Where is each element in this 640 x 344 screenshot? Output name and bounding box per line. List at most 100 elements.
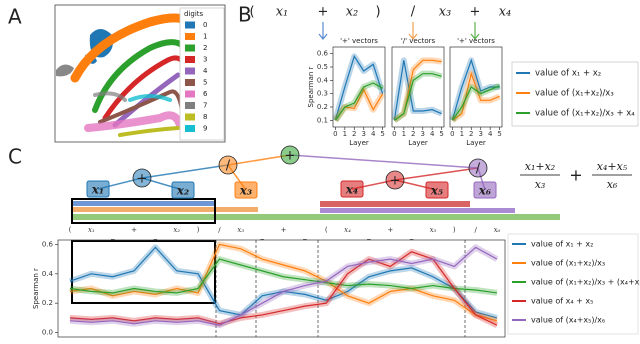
tree-label: + (390, 174, 401, 189)
x-tick-label: 2 (469, 130, 473, 138)
subplot-title: '+' vectors (457, 37, 495, 45)
tree-label: x₃ (239, 184, 252, 198)
x-tick-label: 0 (333, 130, 337, 138)
y-tick-label: 0.4 (42, 270, 54, 278)
plot-frame (332, 46, 386, 128)
legend-label: value of (x₁+x₂)/x₃ (535, 89, 614, 99)
x-tick-label: 2 (411, 130, 415, 138)
y-tick-label: 0.2 (317, 103, 328, 111)
expression-token: x₃ (439, 5, 452, 20)
token-label: _ (110, 232, 115, 240)
expression-token: ( (249, 5, 254, 20)
tree-leaf (473, 181, 497, 199)
x-tick-label: 3 (420, 130, 424, 138)
panel-c-bars (71, 198, 560, 224)
token-label: _ (153, 232, 158, 240)
series-line (452, 71, 500, 121)
expression-token: x₁ (276, 5, 289, 20)
x-tick-label: 1 (343, 130, 347, 138)
token-label: ) (197, 226, 200, 234)
highlight-box (71, 240, 216, 304)
equation: x₃ (535, 178, 546, 191)
legend-title: digits (184, 10, 204, 18)
token-label: ( (325, 226, 328, 234)
tree-label: / (476, 162, 481, 177)
expression-token: / (411, 5, 416, 20)
x-tick-label: 0 (392, 130, 396, 138)
series-line (334, 54, 384, 121)
token-label: _ (302, 232, 307, 240)
tree-edge (394, 167, 479, 181)
series-line (69, 258, 498, 294)
legend-swatch (185, 21, 195, 29)
tree-edge (289, 154, 479, 169)
token-label: x₁ (88, 226, 95, 234)
legend-label: 0 (203, 21, 207, 29)
tree-op (468, 158, 488, 178)
legend-label: value of (x₁+x₂)/x₃ + (x₄+x₅)/x₆ (531, 278, 640, 287)
tree-op (280, 145, 300, 165)
legend-label: 7 (203, 102, 207, 110)
series-line (69, 243, 498, 322)
legend-label: value of x₄ + x₅ (531, 297, 593, 306)
tree-label: + (285, 149, 296, 164)
x-tick-label: 5 (439, 130, 443, 138)
y-tick-label: 0.3 (317, 90, 328, 98)
token-label: x₃ (237, 226, 244, 234)
tree-leaf (171, 181, 195, 199)
plot-frame (449, 46, 503, 128)
token-label: x₆ (494, 226, 501, 234)
token-label: _ (409, 232, 414, 240)
series-line (69, 251, 498, 326)
token-label: ( (69, 226, 72, 234)
legend-label: value of x₁ + x₂ (535, 69, 601, 79)
token-label: + (281, 226, 287, 234)
series-line (393, 60, 442, 121)
tree-label: x₄ (345, 183, 358, 197)
token-label: / (474, 226, 477, 234)
legend-label: 5 (203, 79, 207, 87)
token-label: x₂ (173, 226, 180, 234)
tree-leaf (86, 180, 110, 198)
tree-label: x₆ (478, 184, 491, 198)
series-line (334, 82, 383, 121)
y-tick-label: 0.1 (317, 116, 328, 124)
legend-label: value of (x₁+x₂)/x₃ + x₄ (535, 109, 635, 119)
tree-op (132, 168, 152, 188)
tree-edge (227, 154, 291, 166)
legend-label: 1 (203, 33, 207, 41)
tree-op (385, 170, 405, 190)
tree-leaf (340, 180, 364, 198)
y-tick-label: 0.6 (42, 240, 54, 248)
legend-label: 9 (203, 125, 207, 133)
legend-swatch (185, 79, 195, 86)
expression-token: ) (375, 5, 380, 20)
expression-token: + (470, 5, 481, 20)
x-tick-label: 3 (361, 130, 365, 138)
legend-swatch (185, 67, 195, 75)
series-line (451, 85, 500, 121)
x-tick-label: 4 (488, 130, 493, 138)
expression-token: x₂ (346, 5, 359, 20)
legend-swatch (185, 90, 195, 98)
x-tick-label: 4 (430, 130, 435, 138)
tree-label: x₂ (176, 184, 189, 198)
tree-label: + (137, 172, 148, 187)
plot-frame (57, 239, 506, 338)
x-tick-label: 1 (402, 130, 406, 138)
x-tick-label: 3 (478, 130, 482, 138)
tree-label: / (226, 159, 231, 174)
y-tick-label: 0.5 (317, 63, 328, 71)
token-label: x₅ (430, 226, 437, 234)
legend-swatch (185, 125, 195, 132)
legend-label: value of x₁ + x₂ (531, 240, 593, 249)
legend-label: 3 (203, 56, 207, 64)
legend-label: 4 (203, 67, 208, 75)
x-tick-label: 1 (460, 130, 464, 138)
x-tick-label: 2 (352, 130, 356, 138)
x-tick-label: 0 (450, 130, 454, 138)
x-tick-label: 4 (371, 130, 376, 138)
y-tick-label: 0.6 (317, 50, 329, 58)
x-tick-label: 5 (380, 130, 384, 138)
